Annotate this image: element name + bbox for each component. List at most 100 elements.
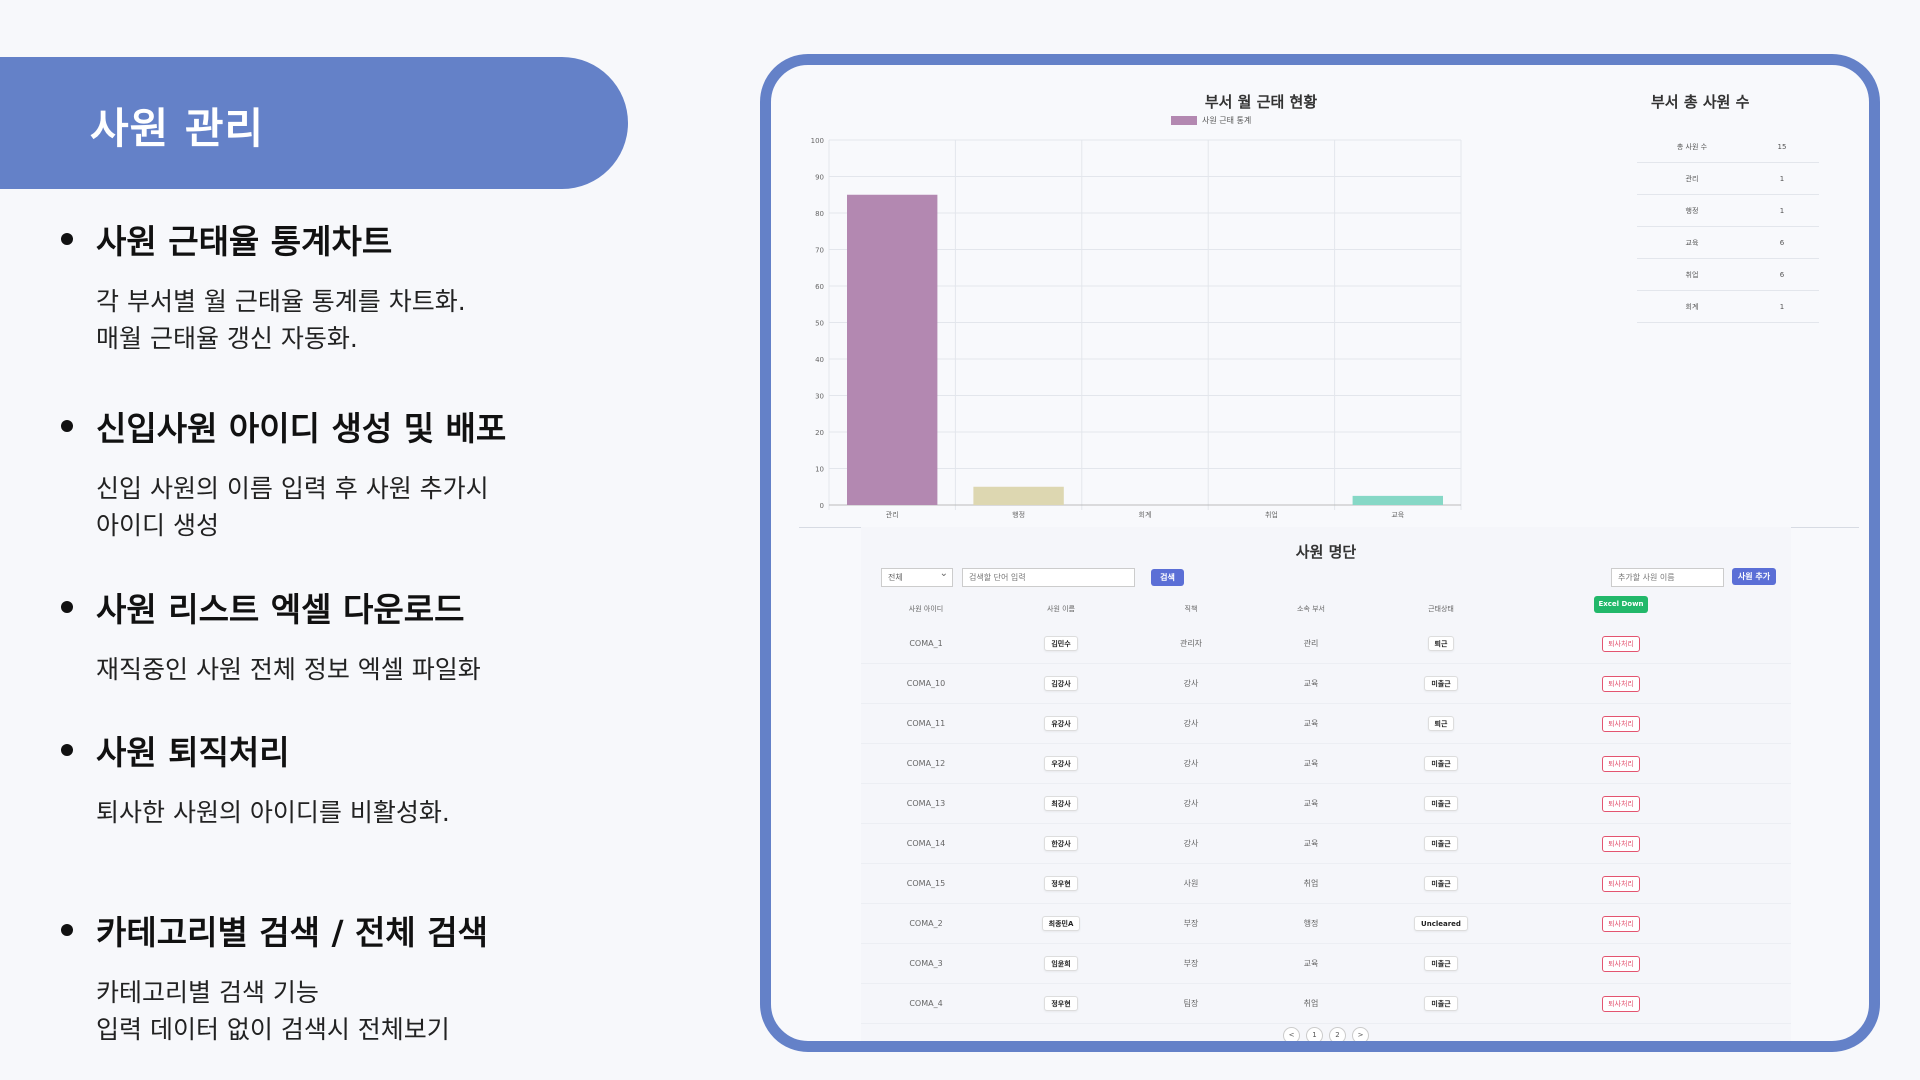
attendance-bar-chart: 0 10 20 30 40 50 60 70 80 90 100 관리 행정 회계 취업 교육 [811, 137, 1462, 519]
retire-button[interactable]: 퇴사처리 [1602, 995, 1640, 1012]
table-row: COMA_2 최종민A 부장 행정 Uncleared 퇴사처리 [861, 904, 1791, 944]
bullet-icon [61, 924, 73, 936]
feature-heading: 사원 근태율 통계차트 [96, 222, 393, 261]
chart-legend[interactable]: 사원 근태 통계 [1171, 115, 1251, 126]
employee-roster: 사원 명단 전체 검색 사원 추가 사원 아이디 사원 이름 직책 소속 부서 … [861, 527, 1791, 1041]
status-badge: 미출근 [1424, 796, 1458, 811]
page-button[interactable]: 1 [1306, 1027, 1323, 1041]
category-select[interactable]: 전체 [881, 568, 953, 587]
header-attendance: 근태상태 [1428, 605, 1454, 613]
cell-attendance: 미출근 [1396, 984, 1486, 1024]
cell-employee-name: 정우현 [1031, 864, 1091, 904]
table-row: COMA_11 유강사 강사 교육 퇴근 퇴사처리 [861, 704, 1791, 744]
status-badge: 퇴근 [1427, 716, 1455, 731]
cell-employee-id: COMA_10 [906, 679, 946, 688]
feature-desc: 입력 데이터 없이 검색시 전체보기 [96, 1015, 450, 1044]
summary-value: 1 [1779, 302, 1785, 311]
cell-employee-name: 최강사 [1031, 784, 1091, 824]
name-pill: 최강사 [1044, 796, 1078, 811]
x-tick-label: 행정 [1012, 510, 1025, 519]
name-pill: 우강사 [1044, 756, 1078, 771]
cell-employee-id: COMA_1 [909, 639, 943, 648]
cell-department: 관리 [1303, 639, 1319, 648]
app-screenshot-frame: 부서 월 근태 현황 사원 근태 통계 0 10 20 30 40 50 60 70 80 90 1… [760, 54, 1880, 1052]
name-pill: 김민수 [1044, 636, 1078, 651]
name-pill: 정우현 [1044, 996, 1078, 1011]
bullet-icon [61, 233, 73, 245]
y-tick-label: 30 [815, 393, 824, 401]
y-tick-label: 60 [815, 283, 824, 291]
cell-attendance: 미출근 [1396, 824, 1486, 864]
feature-desc: 퇴사한 사원의 아이디를 비활성화. [96, 798, 450, 827]
retire-button[interactable]: 퇴사처리 [1602, 915, 1640, 932]
summary-label: 행정 [1685, 206, 1699, 215]
bullet-icon [61, 744, 73, 756]
cell-employee-name: 임윤희 [1031, 944, 1091, 984]
prev-page-button[interactable]: < [1283, 1027, 1300, 1041]
summary-title: 부서 총 사원 수 [1651, 93, 1750, 111]
cell-department: 교육 [1303, 959, 1319, 968]
bar-2 [973, 486, 1064, 505]
next-page-button[interactable]: > [1352, 1027, 1369, 1041]
page-button[interactable]: 2 [1329, 1027, 1346, 1041]
status-badge: 미출근 [1424, 996, 1458, 1011]
summary-row: 교육 6 [1637, 227, 1819, 259]
cell-position: 강사 [1183, 839, 1199, 848]
y-tick-label: 10 [815, 466, 824, 474]
cell-employee-id: COMA_15 [906, 879, 946, 888]
header-position: 직책 [1184, 605, 1198, 613]
cell-attendance: 퇴근 [1396, 624, 1486, 664]
cell-department: 취업 [1303, 999, 1319, 1008]
cell-department: 교육 [1303, 679, 1319, 688]
cell-position: 사원 [1183, 879, 1199, 888]
retire-button[interactable]: 퇴사처리 [1602, 715, 1640, 732]
cell-attendance: 퇴근 [1396, 704, 1486, 744]
status-badge: Uncleared [1414, 916, 1468, 931]
summary-label: 취업 [1685, 270, 1699, 279]
summary-value: 15 [1777, 142, 1787, 151]
cell-employee-id: COMA_3 [909, 959, 943, 968]
search-input[interactable] [962, 568, 1135, 587]
retire-button[interactable]: 퇴사처리 [1602, 635, 1640, 652]
add-employee-button[interactable]: 사원 추가 [1732, 568, 1776, 585]
excel-download-button[interactable]: Excel Down [1594, 596, 1648, 613]
cell-action: 퇴사처리 [1581, 664, 1661, 704]
bullet-icon [61, 601, 73, 613]
summary-label: 관리 [1685, 174, 1699, 183]
cell-employee-name: 김강사 [1031, 664, 1091, 704]
cell-department: 행정 [1303, 919, 1319, 928]
retire-button[interactable]: 퇴사처리 [1602, 755, 1640, 772]
name-pill: 최종민A [1041, 916, 1081, 931]
cell-department: 교육 [1303, 759, 1319, 768]
retire-button[interactable]: 퇴사처리 [1602, 675, 1640, 692]
retire-button[interactable]: 퇴사처리 [1602, 955, 1640, 972]
cell-action: 퇴사처리 [1581, 824, 1661, 864]
table-row: COMA_12 우강사 강사 교육 미출근 퇴사처리 [861, 744, 1791, 784]
y-tick-label: 20 [815, 429, 824, 437]
x-tick-label: 취업 [1265, 511, 1278, 519]
y-tick-label: 70 [815, 247, 824, 255]
status-badge: 미출근 [1424, 836, 1458, 851]
cell-employee-id: COMA_12 [906, 759, 946, 768]
name-pill: 김강사 [1044, 676, 1078, 691]
add-employee-input[interactable] [1611, 568, 1724, 587]
status-badge: 미출근 [1424, 676, 1458, 691]
legend-label: 사원 근태 통계 [1202, 116, 1252, 125]
cell-employee-name: 정우현 [1031, 984, 1091, 1024]
search-button[interactable]: 검색 [1151, 569, 1184, 586]
cell-action: 퇴사처리 [1581, 784, 1661, 824]
status-badge: 미출근 [1424, 876, 1458, 891]
name-pill: 임윤희 [1044, 956, 1078, 971]
table-header: 사원 아이디 사원 이름 직책 소속 부서 근태상태 Excel Down [861, 594, 1791, 624]
header-employee-id: 사원 아이디 [908, 605, 944, 613]
cell-action: 퇴사처리 [1581, 744, 1661, 784]
table-body: COMA_1 김민수 관리자 관리 퇴근 퇴사처리 COMA_10 김강사 강사… [861, 624, 1791, 1024]
cell-position: 부장 [1183, 959, 1199, 968]
retire-button[interactable]: 퇴사처리 [1602, 875, 1640, 892]
summary-row: 취업 6 [1637, 259, 1819, 291]
retire-button[interactable]: 퇴사처리 [1602, 795, 1640, 812]
cell-position: 강사 [1183, 799, 1199, 808]
cell-employee-id: COMA_13 [906, 799, 946, 808]
summary-value: 1 [1779, 206, 1785, 215]
retire-button[interactable]: 퇴사처리 [1602, 835, 1640, 852]
